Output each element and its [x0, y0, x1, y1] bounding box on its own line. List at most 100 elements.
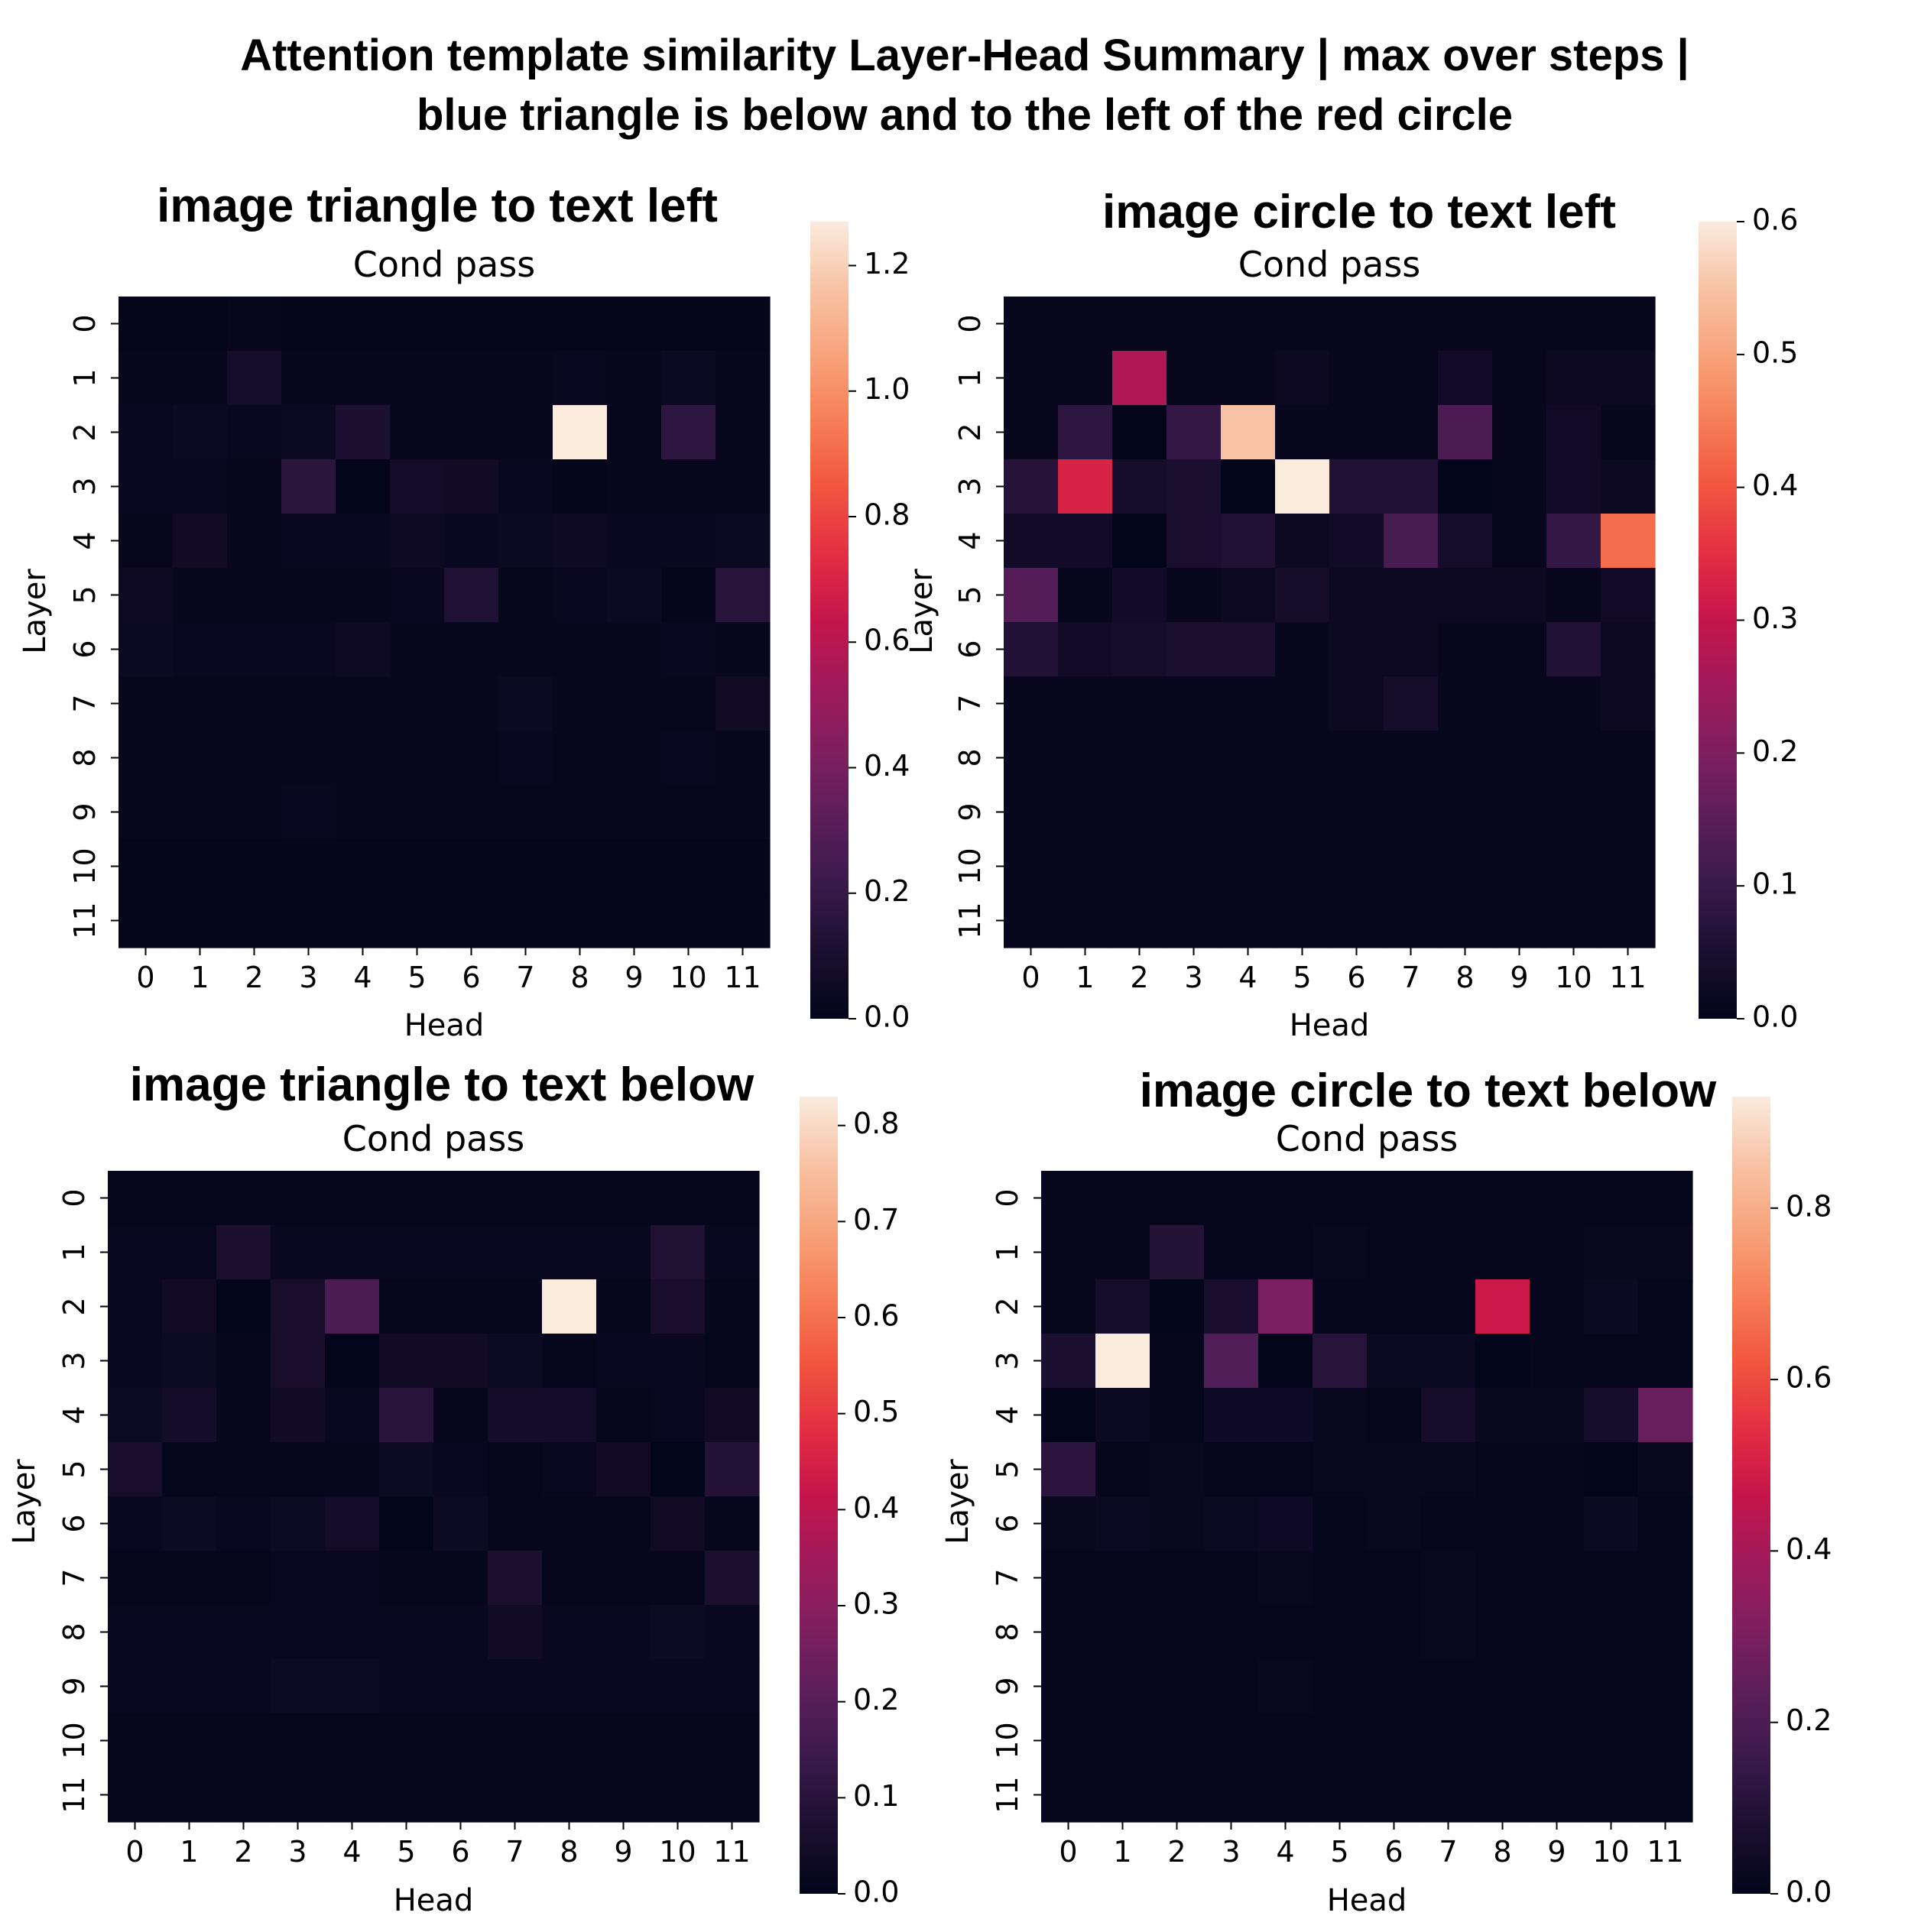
- heatmap-cell: [1367, 1713, 1422, 1768]
- colorbar: [1732, 1097, 1770, 1894]
- heatmap-cell: [173, 839, 228, 894]
- heatmap-cell: [281, 405, 336, 460]
- x-tick-label: 0: [1059, 1835, 1077, 1869]
- heatmap-cell: [271, 1713, 326, 1768]
- heatmap-cell: [1492, 676, 1547, 731]
- heatmap-cell: [1530, 1659, 1585, 1714]
- heatmap-cell: [1095, 1768, 1150, 1823]
- y-tick-label: 3: [991, 1351, 1024, 1370]
- heatmap-cell: [271, 1442, 326, 1497]
- y-tick-label: 5: [991, 1460, 1024, 1478]
- heatmap-cell: [705, 1334, 760, 1389]
- heatmap-cell: [1313, 1496, 1368, 1551]
- colorbar-tick-label: 0.0: [864, 1000, 910, 1034]
- heatmap-cell: [1601, 676, 1656, 731]
- y-tick-label: 3: [953, 477, 987, 495]
- heatmap-cell: [498, 514, 553, 569]
- y-tick-label: 4: [991, 1405, 1024, 1424]
- heatmap-cell: [1438, 514, 1493, 569]
- panel-title: image circle to text left: [1102, 186, 1616, 238]
- heatmap-cell: [716, 622, 771, 677]
- heatmap-cell: [1058, 297, 1113, 352]
- heatmap-cell: [705, 1279, 760, 1334]
- heatmap-cell: [444, 459, 499, 514]
- heatmap-cell: [1258, 1334, 1313, 1389]
- x-tick-label: 7: [505, 1835, 524, 1869]
- heatmap-cell: [325, 1768, 380, 1823]
- heatmap-cell: [444, 622, 499, 677]
- heatmap-cell: [227, 622, 282, 677]
- heatmap-cell: [433, 1605, 488, 1660]
- colorbar-tick-label: 1.0: [864, 372, 910, 406]
- heatmap-cell: [108, 1334, 163, 1389]
- heatmap-cell: [173, 622, 228, 677]
- heatmap-cell: [1313, 1659, 1368, 1714]
- heatmap-cell: [227, 839, 282, 894]
- heatmap-cell: [661, 459, 716, 514]
- y-tick-label: 6: [953, 640, 987, 658]
- y-tick-label: 2: [57, 1297, 91, 1315]
- y-tick-label: 10: [57, 1722, 91, 1759]
- heatmap-cell: [498, 405, 553, 460]
- heatmap-cell: [596, 1225, 651, 1280]
- heatmap-cell: [1112, 514, 1167, 569]
- heatmap-cell: [1638, 1768, 1693, 1823]
- heatmap-cell: [1329, 731, 1384, 786]
- heatmap-cell: [1204, 1659, 1259, 1714]
- heatmap-cell: [488, 1551, 543, 1606]
- heatmap-cell: [596, 1659, 651, 1714]
- heatmap-cell: [1492, 731, 1547, 786]
- heatmap-cell: [488, 1659, 543, 1714]
- heatmap-cell: [216, 1713, 271, 1768]
- heatmap-cell: [651, 1659, 706, 1714]
- heatmap-cell: [173, 785, 228, 840]
- heatmap-cell: [1041, 1496, 1096, 1551]
- heatmap-cell: [661, 785, 716, 840]
- heatmap-cell: [553, 893, 608, 948]
- heatmap-cell: [1150, 1659, 1205, 1714]
- x-tick-label: 4: [342, 1835, 361, 1869]
- heatmap-cell: [716, 351, 771, 406]
- heatmap-cell: [1530, 1768, 1585, 1823]
- heatmap-cell: [1367, 1659, 1422, 1714]
- heatmap-cell: [1204, 1496, 1259, 1551]
- heatmap-cell: [1004, 731, 1059, 786]
- x-axis-label: Head: [1290, 1008, 1370, 1043]
- heatmap-cell: [1221, 297, 1276, 352]
- heatmap-cell: [336, 351, 391, 406]
- heatmap-cell: [379, 1551, 434, 1606]
- heatmap-cell: [1367, 1279, 1422, 1334]
- heatmap-cell: [227, 514, 282, 569]
- heatmap-cell: [1204, 1551, 1259, 1606]
- heatmap-cell: [271, 1279, 326, 1334]
- x-tick-label: 1: [190, 961, 209, 994]
- colorbar: [810, 222, 849, 1019]
- heatmap-cell: [1601, 297, 1656, 352]
- heatmap-cell: [553, 622, 608, 677]
- heatmap-cell: [1275, 839, 1330, 894]
- x-axis-label: Head: [404, 1008, 485, 1043]
- heatmap-cell: [433, 1388, 488, 1443]
- heatmap-cell: [1367, 1768, 1422, 1823]
- heatmap-cell: [1221, 568, 1276, 623]
- y-tick-label: 10: [68, 848, 102, 884]
- heatmap-cell: [661, 297, 716, 352]
- heatmap-cell: [118, 893, 174, 948]
- heatmap-cell: [607, 622, 662, 677]
- heatmap-cell: [1150, 1551, 1205, 1606]
- colorbar-tick-label: 0.5: [853, 1395, 899, 1428]
- heatmap-cell: [227, 351, 282, 406]
- x-tick-label: 11: [1647, 1835, 1683, 1869]
- heatmap-cell: [1384, 405, 1439, 460]
- heatmap-cell: [651, 1388, 706, 1443]
- heatmap-cell: [325, 1713, 380, 1768]
- heatmap-cell: [661, 676, 716, 731]
- heatmap-cell: [1004, 297, 1059, 352]
- colorbar-tick-label: 0.6: [853, 1299, 899, 1333]
- heatmap-cell: [1221, 514, 1276, 569]
- colorbar-tick-label: 0.0: [1786, 1875, 1832, 1909]
- heatmap-cell: [173, 459, 228, 514]
- heatmap-cell: [651, 1334, 706, 1389]
- heatmap-cell: [390, 297, 445, 352]
- heatmap-cell: [1095, 1388, 1150, 1443]
